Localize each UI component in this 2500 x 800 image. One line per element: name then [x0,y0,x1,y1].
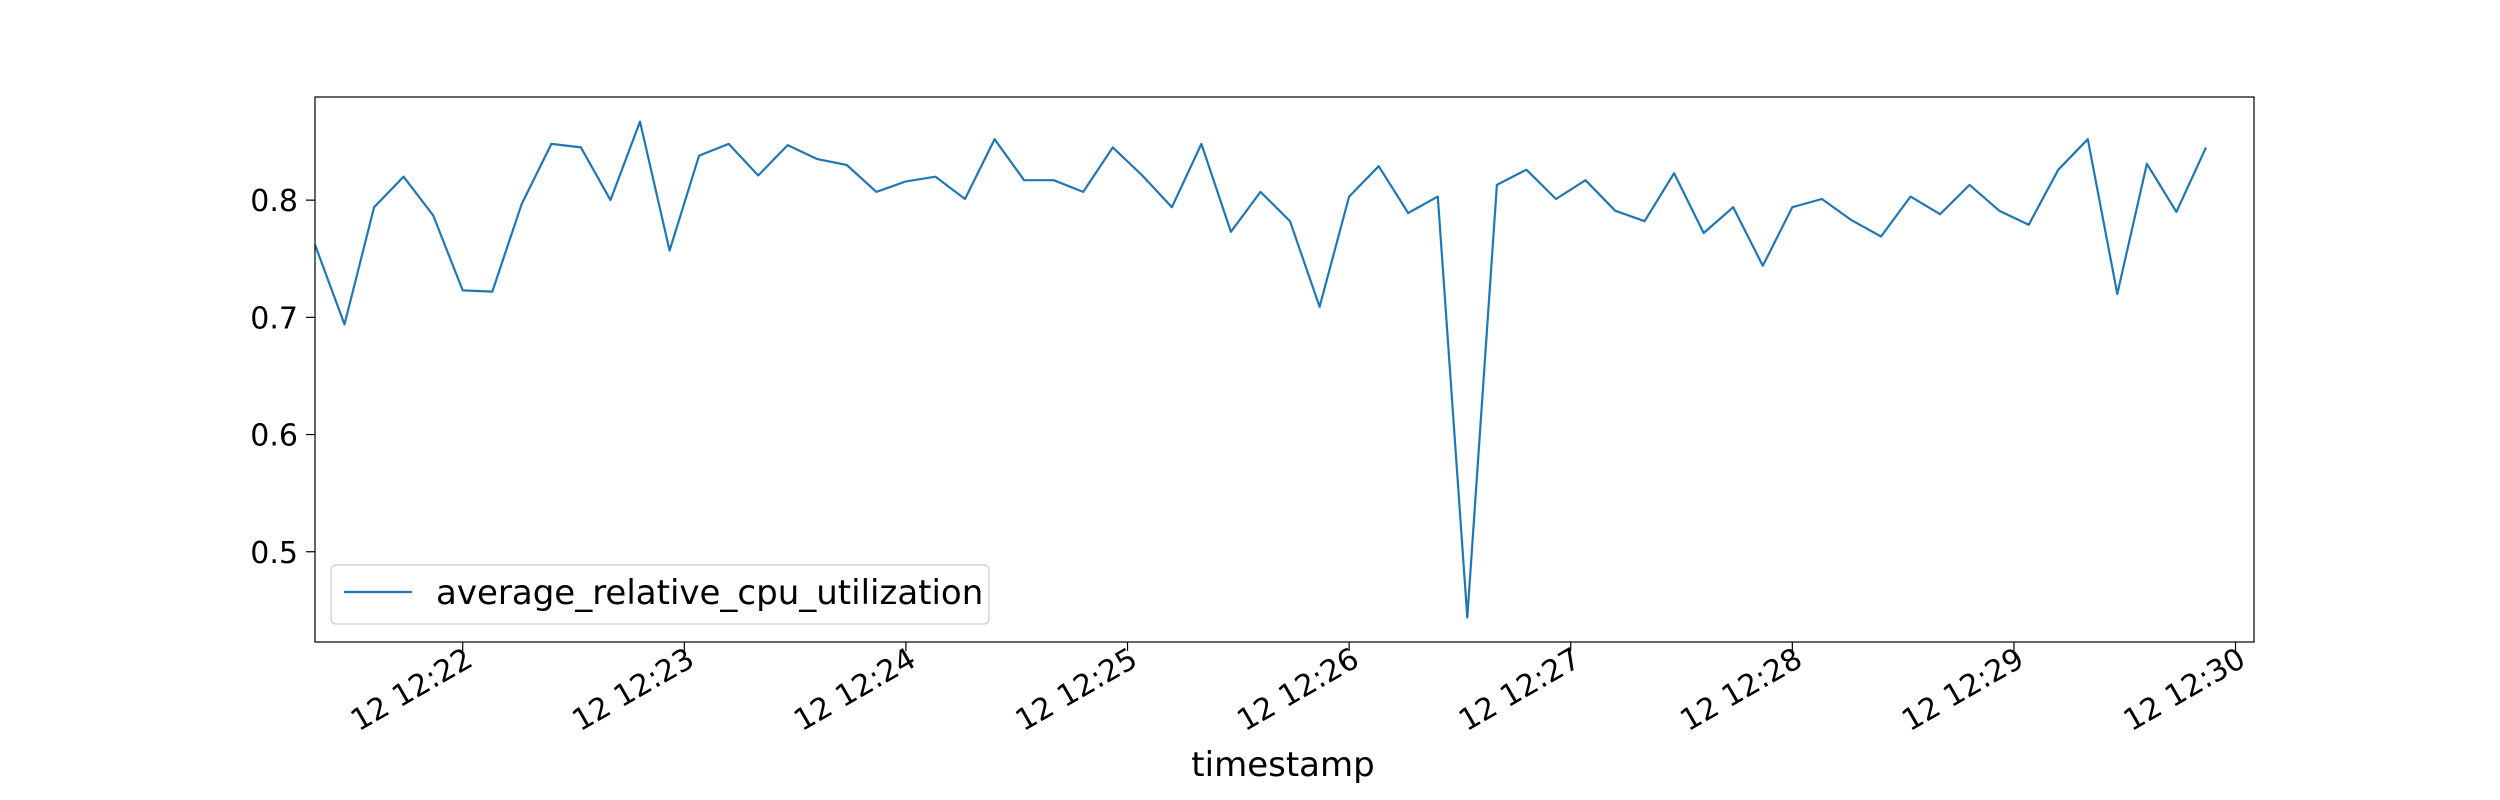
series-line [313,120,2207,619]
x-tick-label: 12 12:25 [1010,641,1144,738]
series-layer [313,120,2207,619]
x-tick-label: 12 12:22 [345,641,479,738]
x-tick-label: 12 12:28 [1675,641,1809,738]
x-axis: 12 12:22 12 12:23 12 12:24 12 12:25 12 12:26… [345,641,2251,738]
legend-box [330,564,990,625]
legend: average_relative_cpu_utilization [330,564,990,625]
x-tick-label: 12 12:27 [1453,641,1587,738]
x-tick-label: 12 12:30 [2118,641,2252,738]
legend-label: average_relative_cpu_utilization [436,573,983,613]
x-tick-label: 12 12:24 [788,641,922,738]
y-tick-label: 0.5 [250,536,298,571]
plot-background [315,97,2254,642]
plot-frame [314,96,2255,643]
x-tick-label: 12 12:29 [1896,641,2030,738]
x-tick-label: 12 12:23 [567,641,701,738]
y-axis: 0.5 0.6 0.7 0.8 [250,184,315,571]
y-tick-label: 0.6 [250,419,298,454]
y-tick-label: 0.7 [250,301,298,336]
x-axis-title: timestamp [1191,745,1374,785]
x-tick-label: 12 12:26 [1231,641,1365,738]
y-tick-label: 0.8 [250,184,298,219]
